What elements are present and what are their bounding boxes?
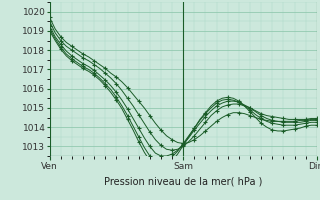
X-axis label: Pression niveau de la mer( hPa ): Pression niveau de la mer( hPa )	[104, 176, 262, 186]
